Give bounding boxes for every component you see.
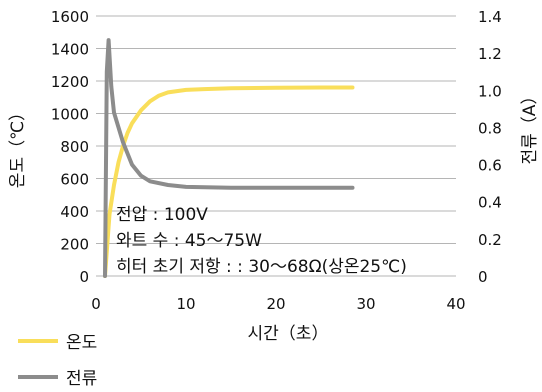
x-tick-label-2: 20 xyxy=(266,295,285,313)
legend-label-temperature: 온도 xyxy=(66,333,98,353)
legend-item-current: 전류 xyxy=(18,364,97,389)
y-right-tick-label-6: 1.2 xyxy=(478,45,502,63)
grid-lines xyxy=(96,15,456,277)
legend-swatch-current xyxy=(18,374,58,379)
y-right-tick-label-7: 1.4 xyxy=(478,8,502,26)
y-left-tick-label-8: 1600 xyxy=(51,8,89,26)
legend-swatch-temperature xyxy=(18,338,58,343)
x-tick-label-4: 40 xyxy=(446,295,465,313)
x-axis-title: 시간（초） xyxy=(248,324,329,344)
x-tick-label-3: 30 xyxy=(356,295,375,313)
series-lines xyxy=(103,38,355,278)
y-left-tick-label-7: 1400 xyxy=(51,41,89,59)
y-left-tick-label-3: 600 xyxy=(60,171,89,189)
y-left-tick-label-1: 200 xyxy=(60,236,89,254)
annotation-3: 히터 초기 저항 : : 30～68Ω(상온25℃) xyxy=(116,257,407,277)
x-tick-label-0: 0 xyxy=(91,295,101,313)
annotation-2: 와트 수 : 45～75W xyxy=(116,231,262,251)
legend-item-temperature: 온도 xyxy=(18,328,97,353)
y-right-tick-label-1: 0.2 xyxy=(478,231,502,249)
tick-labels: 0 10 20 30 400200400600800100012001400160000… xyxy=(51,8,502,313)
y-left-tick-label-4: 800 xyxy=(60,138,89,156)
y-right-tick-label-5: 1.0 xyxy=(478,82,502,100)
y-right-tick-label-4: 0.8 xyxy=(478,119,502,137)
annotation-1: 전압 : 100V xyxy=(116,205,208,225)
x-tick-label-1: 10 xyxy=(176,295,195,313)
y-left-tick-label-5: 1000 xyxy=(51,106,89,124)
y-right-axis-title: 전류（A） xyxy=(520,88,540,165)
y-right-tick-label-3: 0.6 xyxy=(478,157,502,175)
y-left-tick-label-2: 400 xyxy=(60,203,89,221)
annotations: 전압 : 100V 와트 수 : 45～75W 히터 초기 저항 : : 30～68… xyxy=(116,205,407,277)
legend-label-current: 전류 xyxy=(66,369,98,389)
y-right-tick-label-0: 0 xyxy=(478,268,488,286)
axis-titles: 온도（℃） 전류（A） 시간（초） xyxy=(8,88,540,344)
y-left-tick-label-0: 0 xyxy=(79,268,89,286)
y-left-axis-title: 온도（℃） xyxy=(8,104,28,188)
series-line-current xyxy=(103,38,355,278)
y-left-tick-label-6: 1200 xyxy=(51,73,89,91)
y-right-tick-label-2: 0.4 xyxy=(478,194,502,212)
series-line-temperature xyxy=(103,85,355,278)
